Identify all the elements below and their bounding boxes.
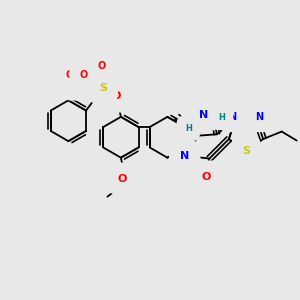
Text: O: O [81, 77, 89, 87]
Text: O: O [118, 174, 127, 184]
Text: O: O [66, 70, 74, 80]
Text: H: H [185, 124, 192, 133]
Text: N: N [228, 112, 236, 122]
Text: −: − [69, 63, 76, 72]
Text: N: N [71, 80, 80, 89]
Text: S: S [99, 83, 107, 93]
Text: N: N [256, 112, 264, 122]
Text: O: O [97, 61, 106, 70]
Text: O: O [79, 70, 88, 80]
Text: +: + [78, 80, 84, 86]
Text: O: O [202, 172, 211, 182]
Text: O: O [112, 92, 121, 101]
Text: S: S [242, 146, 250, 157]
Text: N: N [199, 110, 208, 120]
Text: N: N [180, 151, 189, 161]
Text: H: H [218, 113, 225, 122]
